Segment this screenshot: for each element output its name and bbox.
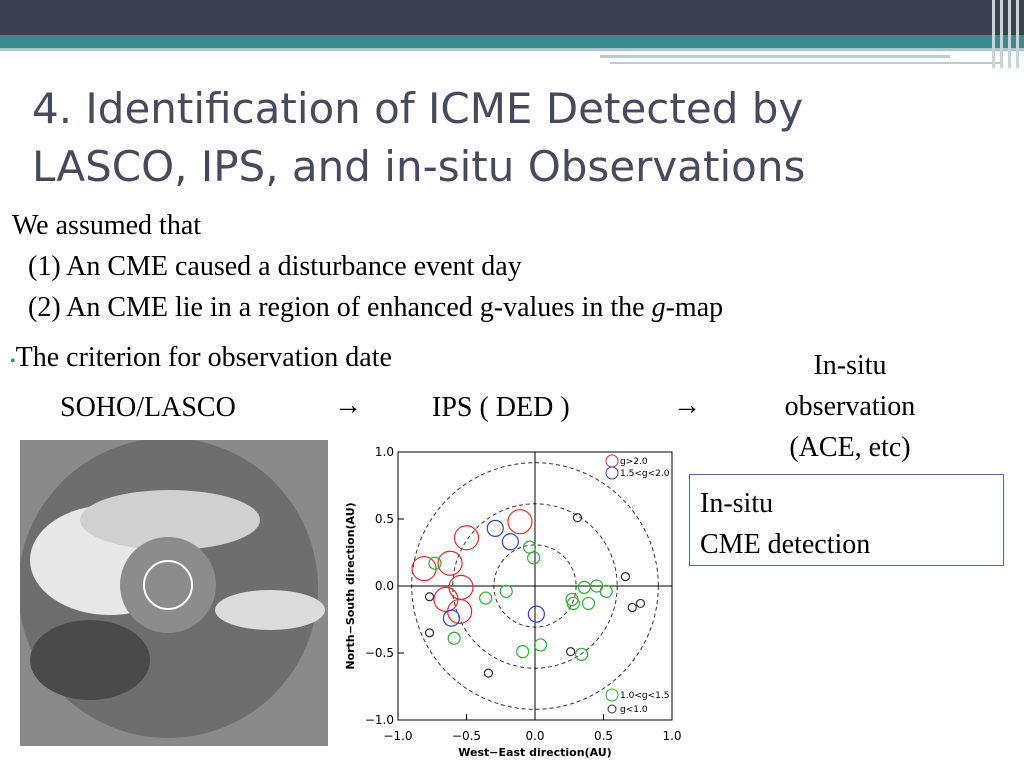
point	[453, 525, 480, 551]
y-tick-label: 0.0	[375, 579, 394, 593]
detection-box: In-situ CME detection	[689, 474, 1004, 566]
point	[627, 602, 637, 613]
point	[574, 647, 589, 661]
y-tick-label: −0.5	[365, 646, 394, 660]
x-tick-label: 0.5	[594, 729, 613, 743]
text: observation	[784, 391, 916, 422]
point	[620, 572, 631, 582]
point	[433, 586, 459, 612]
arrow: →	[334, 390, 362, 421]
x-tick-label: −1.0	[383, 729, 412, 743]
flow-step: In-situ observation (ACE, etc)	[760, 345, 940, 468]
point	[566, 647, 576, 657]
lasco-image	[20, 440, 328, 746]
legend-marker	[607, 704, 617, 714]
point	[527, 551, 541, 565]
legend-label: g>2.0	[620, 457, 648, 467]
title-line: 4. Identification of ICME Detected by	[32, 84, 804, 133]
point	[527, 605, 545, 623]
y-axis-label: North−South direction(AU)	[344, 502, 357, 669]
point	[635, 598, 646, 609]
point	[428, 556, 442, 570]
text: CME detection	[700, 529, 871, 560]
point	[448, 574, 474, 600]
item: (2) An CME lie in a region of enhanced g…	[28, 292, 723, 324]
legend-label: g<1.0	[620, 705, 648, 715]
y-tick-label: −1.0	[365, 713, 394, 727]
point	[577, 580, 591, 594]
point	[565, 592, 579, 606]
point	[533, 638, 548, 652]
x-tick-label: 1.0	[662, 729, 681, 743]
point	[483, 668, 494, 678]
text: -map	[665, 292, 724, 323]
legend-label: 1.5<g<2.0	[620, 469, 670, 479]
text: The criterion for observation date	[15, 342, 392, 373]
y-tick-label: 1.0	[375, 445, 394, 459]
scatter-plot: −1.0 −0.5 0.0 0.5 1.0 −1.0 −0.5 0.0 0.5 1.0 West−E…	[344, 445, 682, 759]
x-tick-label: −0.5	[452, 729, 481, 743]
text: g	[651, 292, 666, 323]
point	[599, 584, 613, 598]
x-axis-label: West−East direction(AU)	[458, 746, 611, 759]
x-tick-label: 0.0	[525, 729, 544, 743]
point	[486, 519, 504, 537]
title-line: LASCO, IPS, and in-situ Observations	[32, 142, 806, 191]
text: In-situ	[813, 350, 887, 381]
intro: We assumed that	[12, 210, 202, 241]
y-tick-label: 0.5	[375, 512, 394, 526]
point	[507, 509, 533, 535]
item: (1) An CME caused a disturbance event da…	[28, 251, 522, 282]
legend-marker	[605, 688, 619, 702]
point	[437, 550, 463, 576]
point	[501, 533, 519, 551]
flow-step: SOHO/LASCO	[60, 392, 236, 423]
point	[572, 513, 583, 523]
arrow: →	[673, 390, 701, 421]
point	[424, 628, 435, 638]
point	[499, 584, 513, 598]
point	[424, 592, 435, 602]
point	[442, 609, 461, 627]
header-bar	[0, 0, 1024, 68]
point	[447, 631, 461, 645]
point	[479, 591, 493, 605]
legend-label: 1.0<g<1.5	[620, 691, 669, 701]
flow-step: IPS ( DED )	[432, 392, 570, 423]
point	[516, 645, 530, 659]
legend-marker	[605, 466, 619, 480]
text: In-situ	[700, 488, 774, 519]
legend-marker	[605, 454, 619, 468]
text: (ACE, etc)	[789, 432, 911, 463]
bullet: •The criterion for observation date	[10, 342, 392, 373]
text: (2) An CME lie in a region of enhanced g…	[28, 292, 652, 323]
point	[581, 596, 596, 611]
